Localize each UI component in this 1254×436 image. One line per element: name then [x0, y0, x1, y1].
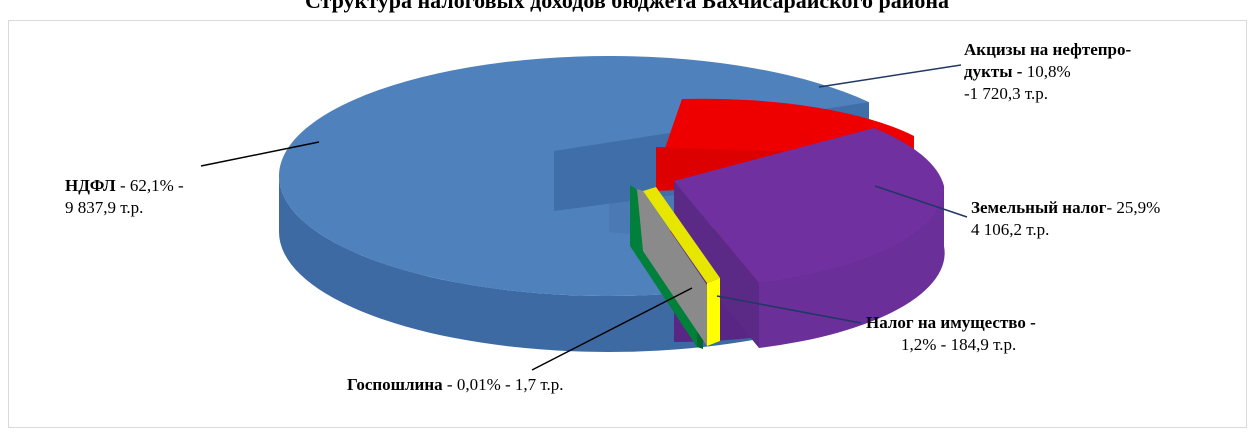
slice-imushchestvo-edge — [637, 189, 707, 346]
slice-imushchestvo-top — [643, 187, 720, 283]
slice-zemelny — [674, 128, 945, 348]
label-gosposhlina: Госпошлина - 0,01% - 1,7 т.р. — [347, 375, 564, 394]
slice-zemelny-face — [674, 181, 759, 348]
label-akcizy: Акцизы на нефтепро- дукты - 10,8% -1 720… — [964, 40, 1132, 103]
chart-title: Структура налоговых доходов бюджета Бахч… — [304, 0, 950, 13]
pie-chart — [200, 55, 968, 371]
leader-zemelny — [874, 185, 968, 218]
leader-gosposhlina — [531, 287, 693, 371]
leader-akcizy — [818, 64, 962, 88]
leader-ndfl — [200, 141, 320, 167]
label-ndfl: НДФЛ - 62,1% - 9 837,9 т.р. — [65, 176, 184, 217]
label-zemelny: Земельный налог- 25,9% 4 106,2 т.р. — [971, 198, 1161, 239]
slice-zemelny-top — [674, 128, 945, 283]
slice-zemelny-wall — [759, 186, 945, 348]
leader-imushchestvo — [716, 295, 862, 324]
slice-imushchestvo-front — [707, 278, 720, 346]
label-imushchestvo: Налог на имущество - 1,2% - 184,9 т.р. — [866, 313, 1036, 354]
chart-area: НДФЛ - 62,1% - 9 837,9 т.р. Акцизы на не… — [8, 20, 1247, 428]
slice-imushchestvo — [637, 187, 720, 346]
